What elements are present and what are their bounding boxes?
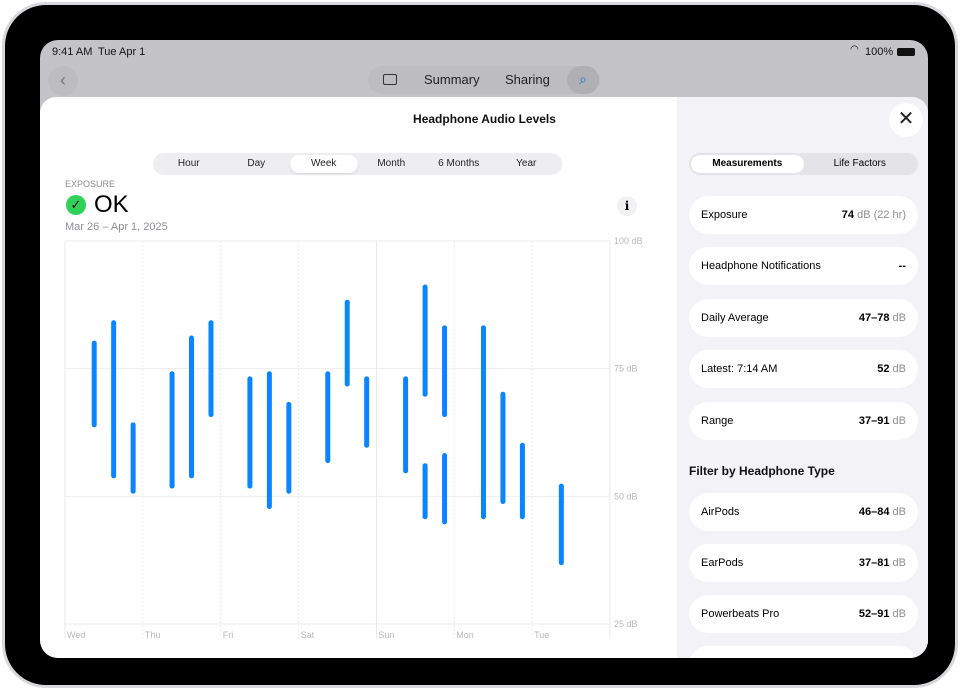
- value-number: 46–84: [858, 506, 890, 518]
- x-tick-label: Sun: [378, 630, 394, 640]
- info-button[interactable]: i: [617, 196, 637, 216]
- row-label: Latest: 7:14 AM: [701, 363, 778, 375]
- row-value: 52 dB: [877, 363, 906, 375]
- value-unit: dB: [892, 415, 906, 427]
- nav-bar: Summary Sharing ⌕: [368, 66, 600, 94]
- value-number: --: [898, 260, 906, 272]
- range-day[interactable]: Day: [247, 158, 266, 169]
- tab-life-factors[interactable]: Life Factors: [833, 158, 886, 169]
- x-tick-label: Wed: [67, 630, 85, 640]
- battery-icon: [897, 48, 915, 56]
- row-label: Headphone Notifications: [701, 260, 821, 272]
- check-circle-icon: ✓: [66, 195, 86, 215]
- y-tick-label: 75 dB: [614, 364, 638, 374]
- exposure-label: EXPOSURE: [65, 179, 116, 189]
- row-value: 74 dB (22 hr): [842, 209, 906, 221]
- x-tick-label: Sat: [301, 630, 315, 640]
- measurement-row[interactable]: Headphone Notifications --: [689, 247, 918, 285]
- tab-measurements[interactable]: Measurements: [691, 155, 804, 173]
- value-unit: dB: [892, 312, 906, 324]
- row-label: Exposure: [701, 209, 748, 221]
- sidebar-icon[interactable]: [383, 74, 397, 85]
- wifi-icon: ◠: [850, 44, 859, 55]
- back-button[interactable]: ‹: [48, 66, 78, 96]
- value-number: 37–81: [858, 557, 890, 569]
- row-value: 47–78 dB: [859, 312, 906, 324]
- close-button[interactable]: ✕: [889, 103, 923, 137]
- search-button[interactable]: ⌕: [567, 66, 599, 94]
- range-year[interactable]: Year: [516, 158, 537, 169]
- filter-title: Filter by Headphone Type: [689, 464, 835, 478]
- row-value: 46–84 dB: [859, 506, 906, 518]
- range-selector: Hour Day Week Month 6 Months Year: [153, 153, 562, 175]
- row-label: Range: [701, 415, 734, 427]
- filter-row[interactable]: Powerbeats Pro 52–91 dB: [689, 595, 918, 633]
- y-tick-label: 50 dB: [614, 491, 638, 501]
- value-number: 52: [877, 363, 890, 375]
- filter-row[interactable]: AirPods 46–84 dB: [689, 493, 918, 531]
- y-tick-label: 25 dB: [614, 619, 638, 629]
- battery-percent: 100%: [865, 46, 894, 58]
- measurement-row[interactable]: Exposure 74 dB (22 hr): [689, 196, 918, 234]
- value-unit: dB (22 hr): [857, 209, 906, 221]
- screen: 9:41 AM Tue Apr 1 ◠ 100% ‹ Summary Shari…: [40, 40, 928, 658]
- range-hour[interactable]: Hour: [177, 158, 200, 169]
- range-6-months[interactable]: 6 Months: [438, 158, 480, 169]
- value-number: 47–78: [858, 312, 890, 324]
- detail-sheet: Headphone Audio Levels Hour Day Week Month 6…: [40, 97, 928, 658]
- filter-row[interactable]: EarPods 37–81 dB: [689, 544, 918, 582]
- row-label: Powerbeats Pro: [701, 608, 780, 620]
- y-tick-label: 100 dB: [614, 236, 643, 246]
- sheet-title: Headphone Audio Levels: [413, 112, 556, 126]
- tab-sharing[interactable]: Sharing: [505, 72, 550, 87]
- value-unit: dB: [892, 608, 906, 620]
- measurement-row[interactable]: Daily Average 47–78 dB: [689, 299, 918, 337]
- date-range: Mar 26 – Apr 1, 2025: [65, 221, 168, 233]
- value-unit: dB: [892, 557, 906, 569]
- row-label: AirPods: [701, 506, 740, 518]
- x-tick-label: Tue: [534, 630, 549, 640]
- value-number: 52–91: [858, 608, 890, 620]
- tab-summary[interactable]: Summary: [424, 72, 480, 87]
- side-panel: ✕ Measurements Life Factors Exposure 74 d…: [677, 97, 928, 658]
- row-value: 52–91 dB: [859, 608, 906, 620]
- x-tick-label: Fri: [223, 630, 234, 640]
- range-month[interactable]: Month: [377, 158, 406, 169]
- x-tick-label: Thu: [145, 630, 161, 640]
- filter-row-partial[interactable]: [689, 646, 918, 658]
- row-value: --: [899, 260, 906, 272]
- value-unit: dB: [892, 363, 906, 375]
- measurement-row[interactable]: Latest: 7:14 AM 52 dB: [689, 350, 918, 388]
- exposure-status: OK: [94, 191, 129, 218]
- row-label: Daily Average: [701, 312, 769, 324]
- status-date: Tue Apr 1: [98, 46, 146, 58]
- measurement-row[interactable]: Range 37–91 dB: [689, 402, 918, 440]
- range-week[interactable]: Week: [290, 155, 358, 173]
- chart: 100 dB 75 dB 50 dB 25 dB Wed Thu Fri Sat Sun Mon T…: [64, 236, 643, 640]
- row-value: 37–91 dB: [859, 415, 906, 427]
- value-unit: dB: [892, 506, 906, 518]
- value-number: 37–91: [858, 415, 890, 427]
- row-label: EarPods: [701, 557, 744, 569]
- row-value: 37–81 dB: [859, 557, 906, 569]
- x-tick-label: Mon: [456, 630, 474, 640]
- value-number: 74: [841, 209, 855, 221]
- status-time: 9:41 AM: [52, 46, 93, 58]
